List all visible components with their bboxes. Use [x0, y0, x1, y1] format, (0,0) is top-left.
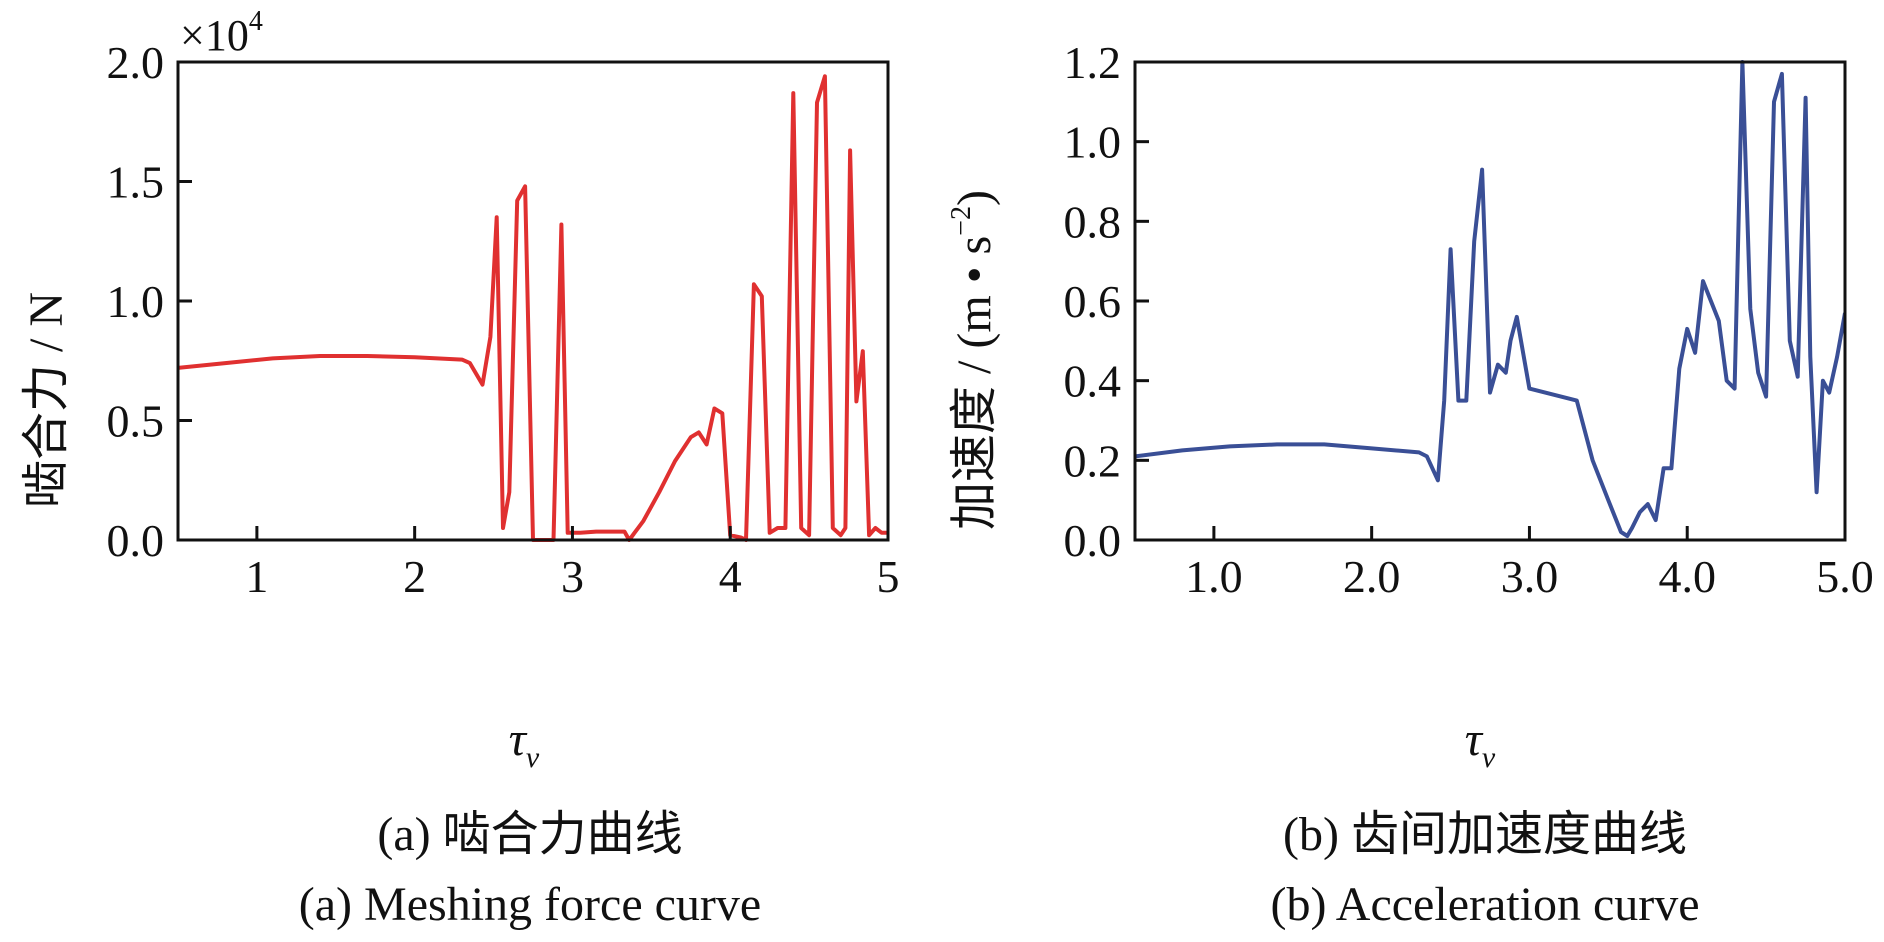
x-axis-title: τv — [509, 713, 540, 774]
x-tick-label: 2 — [403, 551, 426, 602]
series-line-0 — [178, 74, 888, 542]
y-tick-label: 1.5 — [107, 157, 165, 208]
x-tick-label: 1.0 — [1185, 551, 1243, 602]
y-tick-label: 0.8 — [1064, 196, 1122, 247]
y-multiplier: ×104 — [180, 6, 263, 60]
y-tick-label: 0.5 — [107, 396, 165, 447]
y-tick-label: 1.0 — [1064, 117, 1122, 168]
caption-cn: (b) 齿间加速度曲线 — [1283, 808, 1687, 861]
y-tick-label: 1.0 — [107, 276, 165, 327]
x-tick-label: 4.0 — [1658, 551, 1716, 602]
y-tick-label: 2.0 — [107, 37, 165, 88]
chart-acceleration: 加速度 / (m • s−2) τv (b) 齿间加速度曲线 (b) Accel… — [946, 37, 1874, 931]
x-tick-label: 4 — [719, 551, 742, 602]
x-tick-label: 3 — [561, 551, 584, 602]
caption-cn: (a) 啮合力曲线 — [377, 808, 682, 861]
x-tick-label: 1 — [245, 551, 268, 602]
y-tick-label: 1.2 — [1064, 37, 1122, 88]
y-tick-label: 0.6 — [1064, 276, 1122, 327]
series-line-0 — [1135, 60, 1845, 538]
y-axis-title: 加速度 / (m • s−2) — [946, 190, 1001, 530]
x-tick-label: 2.0 — [1343, 551, 1401, 602]
y-tick-label: 0.4 — [1064, 356, 1122, 407]
y-tick-label: 0.0 — [107, 515, 165, 566]
caption-en: (a) Meshing force curve — [299, 878, 761, 931]
x-tick-label: 5.0 — [1816, 551, 1874, 602]
x-tick-label: 5 — [877, 551, 900, 602]
chart-meshing-force: ×104 啮合力 / N τv (a) 啮合力曲线 (a) Meshing fo… — [20, 6, 900, 931]
x-axis-title: τv — [1465, 713, 1496, 774]
y-axis-title: 啮合力 / N — [20, 292, 73, 508]
caption-en: (b) Acceleration curve — [1270, 878, 1699, 931]
x-tick-label: 3.0 — [1501, 551, 1559, 602]
y-tick-label: 0.2 — [1064, 435, 1122, 486]
y-tick-label: 0.0 — [1064, 515, 1122, 566]
